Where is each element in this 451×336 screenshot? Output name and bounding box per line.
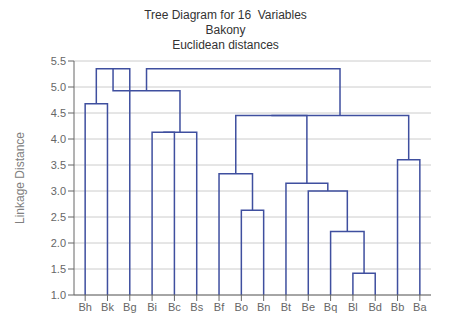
html-text:Bakony: Bakony	[205, 23, 246, 37]
svg-text:2.5: 2.5	[51, 211, 66, 223]
svg-text:Bd: Bd	[368, 301, 381, 313]
svg-text:3.5: 3.5	[51, 159, 66, 171]
svg-text:5.0: 5.0	[51, 81, 66, 93]
html-text:Tree Diagram for 16 Variables: Tree Diagram for 16 Variables	[144, 8, 307, 22]
svg-text:2.0: 2.0	[51, 237, 66, 249]
svg-text:5.5: 5.5	[51, 55, 66, 67]
svg-text:Bs: Bs	[190, 301, 203, 313]
svg-text:1.0: 1.0	[51, 289, 66, 301]
svg-text:Bt: Bt	[281, 301, 291, 313]
svg-text:1.5: 1.5	[51, 263, 66, 275]
svg-text:Bi: Bi	[147, 301, 157, 313]
html-text:Euclidean distances: Euclidean distances	[172, 38, 279, 52]
svg-text:Bl: Bl	[348, 301, 358, 313]
svg-text:Ba: Ba	[413, 301, 427, 313]
svg-text:4.0: 4.0	[51, 133, 66, 145]
svg-text:Bb: Bb	[391, 301, 404, 313]
svg-text:Bo: Bo	[235, 301, 248, 313]
svg-text:Bf: Bf	[214, 301, 225, 313]
svg-text:Bh: Bh	[78, 301, 91, 313]
svg-text:Bq: Bq	[324, 301, 337, 313]
svg-text:Be: Be	[302, 301, 315, 313]
svg-text:Linkage Distance: Linkage Distance	[13, 132, 27, 224]
svg-text:Bk: Bk	[101, 301, 114, 313]
svg-text:Bn: Bn	[257, 301, 270, 313]
svg-text:Bc: Bc	[168, 301, 181, 313]
svg-text:3.0: 3.0	[51, 185, 66, 197]
svg-text:4.5: 4.5	[51, 107, 66, 119]
svg-text:Bg: Bg	[123, 301, 136, 313]
